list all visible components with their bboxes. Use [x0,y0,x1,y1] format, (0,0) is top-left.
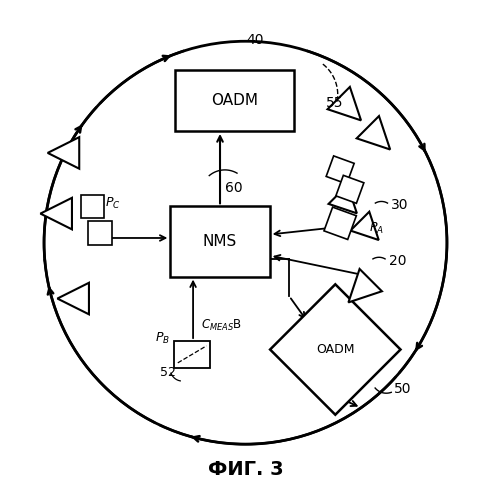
Bar [174,341,210,367]
Bar [175,70,294,131]
Text: 55: 55 [326,96,343,110]
Text: OADM: OADM [211,93,258,108]
Text: OADM: OADM [316,343,355,356]
Text: $C_{MEAS}$B: $C_{MEAS}$B [201,318,242,333]
Polygon shape [81,194,104,218]
Text: $P_B$: $P_B$ [156,331,170,346]
Polygon shape [324,207,356,240]
Text: 30: 30 [391,198,409,211]
Polygon shape [336,176,364,204]
Polygon shape [351,212,379,240]
Text: 60: 60 [225,180,243,194]
Polygon shape [326,156,354,184]
Polygon shape [349,269,382,302]
Text: NMS: NMS [203,234,237,249]
Text: ФИГ. 3: ФИГ. 3 [208,460,283,479]
Text: $P_C$: $P_C$ [105,196,120,212]
Text: 20: 20 [389,254,406,268]
Bar [170,206,270,276]
Polygon shape [48,137,79,168]
Polygon shape [57,283,89,314]
Polygon shape [40,198,72,230]
Text: 50: 50 [394,382,411,396]
Polygon shape [356,116,390,150]
Text: 52: 52 [160,366,176,379]
Polygon shape [328,185,357,214]
Polygon shape [88,222,111,244]
Polygon shape [327,87,361,120]
Polygon shape [270,284,401,414]
Text: 40: 40 [246,32,264,46]
Text: $P_A$: $P_A$ [369,220,384,236]
